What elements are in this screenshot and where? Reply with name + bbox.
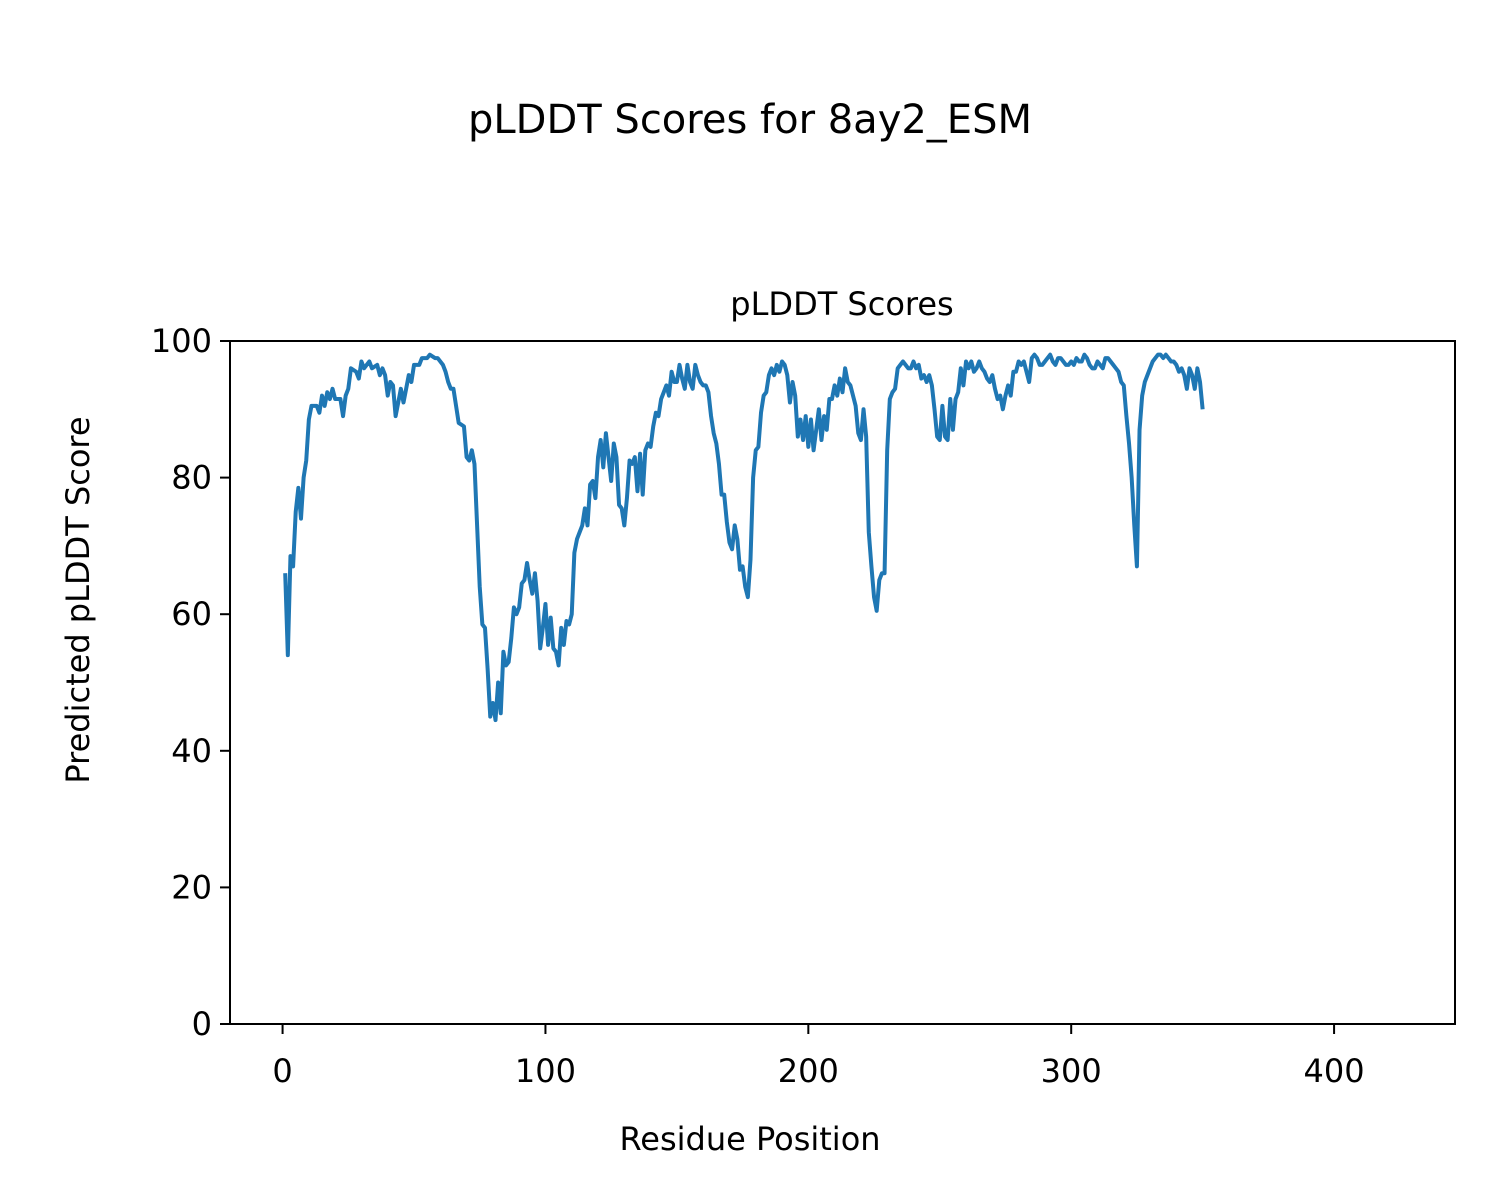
- y-tick-label: 40: [171, 732, 212, 770]
- x-tick-label: 0: [272, 1052, 292, 1090]
- series-line: [283, 352, 1205, 723]
- x-tick-label: 400: [1304, 1052, 1365, 1090]
- y-tick-label: 100: [151, 322, 212, 360]
- y-axis-label: Predicted pLDDT Score: [59, 416, 97, 783]
- y-tick-label: 0: [192, 1005, 212, 1043]
- y-axis-ticks: 0 20 40 60 80 100: [151, 322, 230, 1043]
- chart-suptitle: pLDDT Scores for 8ay2_ESM: [468, 97, 1032, 143]
- y-tick-label: 20: [171, 868, 212, 906]
- plot-frame: [229, 340, 1456, 1025]
- x-tick-label: 100: [515, 1052, 576, 1090]
- x-axis-label: Residue Position: [619, 1120, 880, 1158]
- x-tick-label: 200: [778, 1052, 839, 1090]
- x-axis-ticks: 0 100 200 300 400: [272, 1024, 1365, 1090]
- y-tick-label: 80: [171, 459, 212, 497]
- y-tick-label: 60: [171, 595, 212, 633]
- chart-title: pLDDT Scores: [730, 285, 953, 323]
- x-tick-label: 300: [1041, 1052, 1102, 1090]
